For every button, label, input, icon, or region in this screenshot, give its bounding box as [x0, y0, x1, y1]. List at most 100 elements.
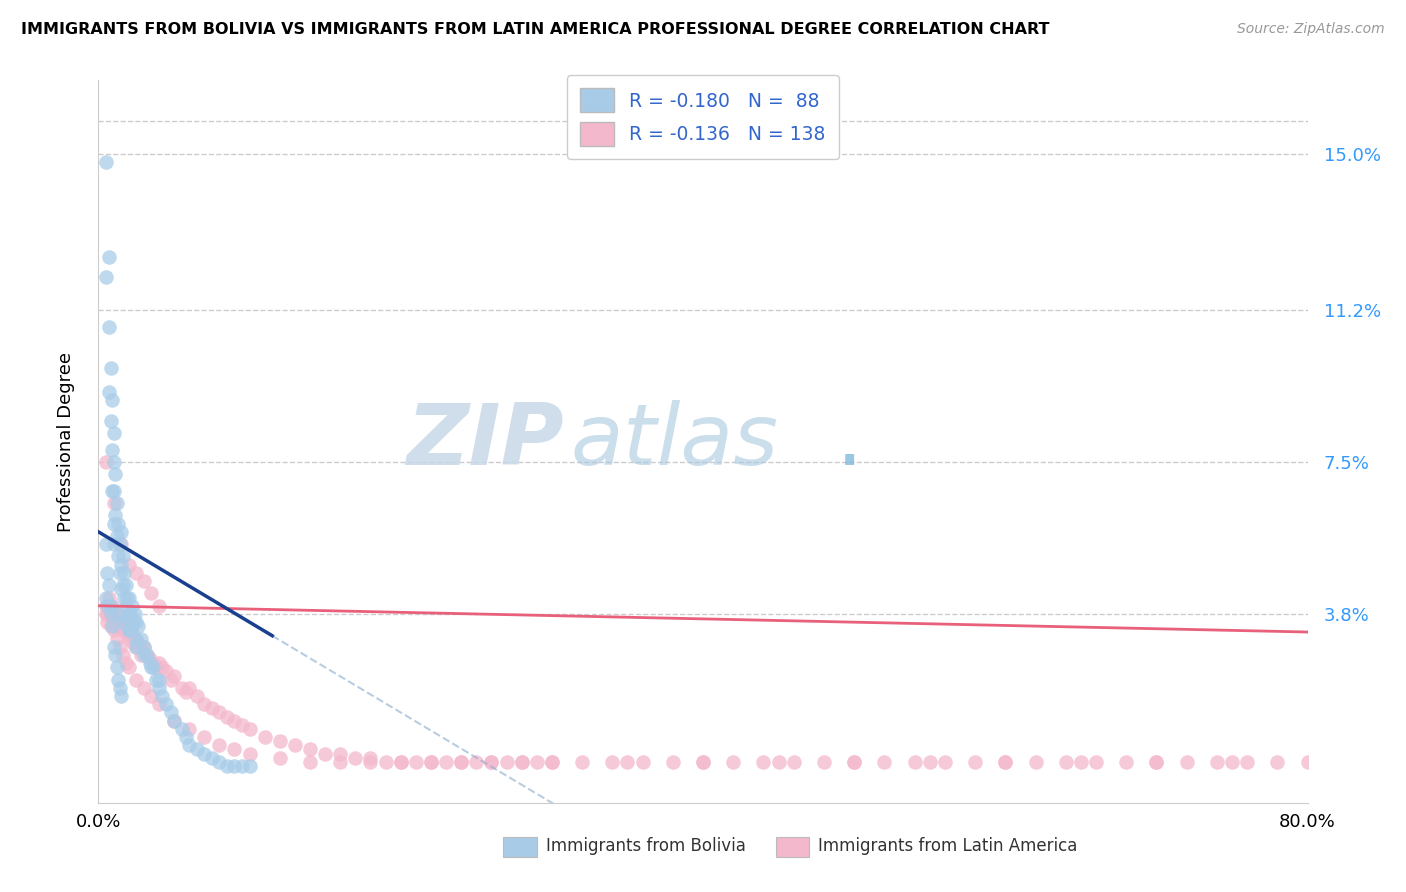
Point	[114, 578, 136, 592]
Text: Source: ZipAtlas.com: Source: ZipAtlas.com	[1237, 22, 1385, 37]
Point	[481, 755, 503, 769]
Point	[98, 591, 121, 605]
Point	[110, 558, 132, 572]
Point	[103, 537, 125, 551]
Point	[231, 718, 253, 732]
Text: IMMIGRANTS FROM BOLIVIA VS IMMIGRANTS FROM LATIN AMERICA PROFESSIONAL DEGREE COR: IMMIGRANTS FROM BOLIVIA VS IMMIGRANTS FR…	[21, 22, 1050, 37]
Point	[1144, 755, 1167, 769]
Point	[124, 607, 146, 621]
Point	[127, 636, 149, 650]
Point	[224, 759, 246, 773]
Point	[239, 759, 262, 773]
Point	[170, 681, 193, 695]
Point	[783, 755, 806, 769]
Point	[1024, 755, 1046, 769]
Point	[94, 591, 117, 605]
Point	[135, 648, 157, 662]
Point	[104, 607, 127, 621]
Text: Immigrants from Bolivia: Immigrants from Bolivia	[546, 838, 745, 855]
Legend: R = -0.180   N =  88, R = -0.136   N = 138: R = -0.180 N = 88, R = -0.136 N = 138	[567, 75, 839, 159]
Point	[101, 607, 124, 621]
Point	[112, 591, 135, 605]
Point	[813, 755, 835, 769]
Point	[631, 755, 654, 769]
Point	[602, 755, 624, 769]
Point	[100, 607, 122, 621]
Point	[135, 648, 157, 662]
Point	[132, 648, 155, 662]
Point	[115, 627, 138, 641]
Point	[139, 652, 162, 666]
Point	[118, 624, 141, 638]
Point	[94, 607, 117, 621]
Point	[616, 755, 638, 769]
Point	[128, 640, 150, 654]
Point	[98, 250, 121, 264]
Point	[125, 632, 148, 646]
Point	[103, 624, 125, 638]
Point	[510, 755, 533, 769]
Point	[193, 698, 215, 712]
Point	[94, 537, 117, 551]
Point	[208, 755, 231, 769]
Point	[284, 739, 307, 753]
Point	[101, 442, 124, 457]
Point	[1220, 755, 1243, 769]
Point	[96, 607, 118, 621]
Point	[540, 755, 562, 769]
Point	[98, 578, 121, 592]
Point	[100, 607, 122, 621]
Point	[510, 755, 533, 769]
Point	[114, 619, 136, 633]
Point	[118, 607, 141, 621]
Point	[269, 750, 291, 764]
Point	[965, 755, 987, 769]
Point	[96, 566, 118, 580]
Point	[360, 755, 382, 769]
Point	[118, 624, 141, 638]
Point	[101, 599, 124, 613]
Point	[1206, 755, 1229, 769]
Point	[201, 701, 224, 715]
Point	[145, 673, 167, 687]
Point	[105, 529, 128, 543]
Point	[96, 615, 118, 630]
Point	[125, 640, 148, 654]
Point	[141, 689, 163, 703]
Point	[540, 755, 562, 769]
Point	[142, 660, 165, 674]
Point	[1115, 755, 1137, 769]
Point	[142, 657, 165, 671]
Point	[100, 360, 122, 375]
Point	[1144, 755, 1167, 769]
Point	[110, 537, 132, 551]
Point	[526, 755, 548, 769]
Point	[110, 524, 132, 539]
Point	[934, 755, 956, 769]
Point	[105, 619, 128, 633]
Text: ZIP: ZIP	[406, 400, 564, 483]
Point	[160, 706, 183, 720]
Point	[571, 755, 593, 769]
Point	[111, 648, 134, 662]
Point	[125, 566, 148, 580]
Point	[465, 755, 488, 769]
Point	[120, 607, 142, 621]
Point	[193, 730, 215, 744]
Point	[160, 673, 183, 687]
Point	[101, 393, 124, 408]
Point	[107, 549, 129, 564]
Point	[103, 483, 125, 498]
Point	[170, 722, 193, 736]
Point	[112, 624, 135, 638]
FancyBboxPatch shape	[776, 837, 810, 857]
Point	[125, 673, 148, 687]
Point	[129, 632, 152, 646]
Point	[145, 660, 167, 674]
Point	[108, 681, 131, 695]
Point	[150, 660, 173, 674]
Point	[108, 566, 131, 580]
Point	[112, 566, 135, 580]
Point	[389, 755, 412, 769]
Point	[994, 755, 1017, 769]
